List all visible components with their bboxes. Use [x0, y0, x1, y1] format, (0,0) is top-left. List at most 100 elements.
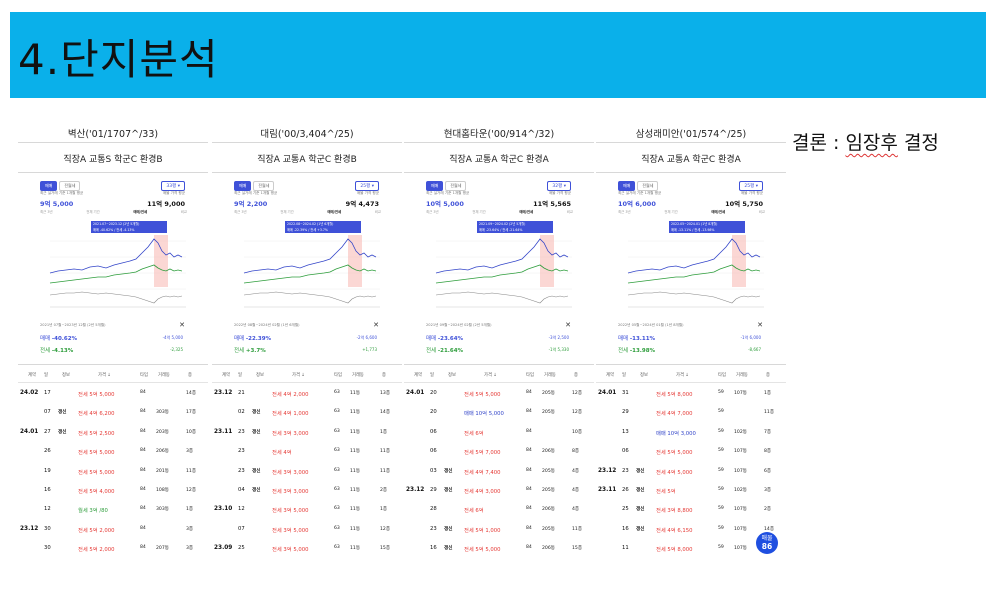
- tab-sale[interactable]: 매매: [426, 181, 444, 191]
- close-icon[interactable]: ✕: [757, 321, 763, 329]
- table-row[interactable]: 23.12 23 갱신 전세 4억 5,000 59 107동 6층: [596, 461, 786, 480]
- table-row[interactable]: 23.09 25 전세 3억 5,000 63 11동 15층: [212, 538, 402, 557]
- column-header[interactable]: 계약: [414, 373, 422, 378]
- table-row[interactable]: 24.02 17 전세 5억 5,000 84 14층: [18, 383, 208, 402]
- mode-tab[interactable]: 매매/전세: [327, 210, 342, 214]
- mode-tab[interactable]: 비교: [566, 210, 573, 214]
- mode-tab[interactable]: 매매/전세: [519, 210, 534, 214]
- table-row[interactable]: 03 갱신 전세 4억 7,400 84 205동 4층: [404, 461, 594, 480]
- column-header[interactable]: 거래동: [158, 373, 170, 378]
- column-header[interactable]: 일: [622, 373, 626, 378]
- column-header[interactable]: 계약: [222, 373, 230, 378]
- table-row[interactable]: 02 갱신 전세 4억 1,000 63 11동 14층: [212, 402, 402, 421]
- column-header[interactable]: 계약: [606, 373, 614, 378]
- column-header[interactable]: 계약: [28, 373, 36, 378]
- table-row[interactable]: 07 전세 3억 5,000 63 11동 12층: [212, 519, 402, 538]
- column-header[interactable]: 거래동: [736, 373, 748, 378]
- table-row[interactable]: 20 매매 10억 5,000 84 205동 12층: [404, 402, 594, 421]
- table-row[interactable]: 23.11 23 갱신 전세 3억 3,000 63 11동 1층: [212, 422, 402, 441]
- column-header[interactable]: 거래동: [352, 373, 364, 378]
- column-header[interactable]: 층: [574, 373, 578, 378]
- table-row[interactable]: 23.10 12 전세 3억 5,000 63 11동 1층: [212, 499, 402, 518]
- column-header[interactable]: 타입: [334, 373, 342, 378]
- table-row[interactable]: 28 전세 6억 84 206동 4층: [404, 499, 594, 518]
- table-row[interactable]: 07 갱신 전세 4억 6,200 84 303동 17층: [18, 402, 208, 421]
- mode-tab[interactable]: 최근 3년: [40, 210, 53, 214]
- mode-tab[interactable]: 매매/전세: [133, 210, 148, 214]
- size-select[interactable]: 25평 ▾: [739, 181, 763, 191]
- column-header[interactable]: 타입: [718, 373, 726, 378]
- table-row[interactable]: 16 갱신 전세 4억 6,150 59 107동 14층: [596, 519, 786, 538]
- size-select[interactable]: 32평 ▾: [547, 181, 571, 191]
- table-row[interactable]: 06 전세 5억 5,000 59 107동 8층: [596, 441, 786, 460]
- complex-title: 삼성래미안('01/574^/25): [635, 129, 747, 140]
- mode-tab[interactable]: 비교: [758, 210, 765, 214]
- table-row[interactable]: 23 갱신 전세 5억 1,000 84 205동 11층: [404, 519, 594, 538]
- table-row[interactable]: 26 전세 5억 5,000 84 206동 3층: [18, 441, 208, 460]
- table-row[interactable]: 04 갱신 전세 3억 3,000 63 11동 2층: [212, 480, 402, 499]
- table-row[interactable]: 23.11 26 갱신 전세 5억 59 102동 3층: [596, 480, 786, 499]
- column-header[interactable]: 가격 ↓: [98, 373, 111, 378]
- tab-rent[interactable]: 전월세: [59, 181, 81, 191]
- column-header[interactable]: 정보: [62, 373, 70, 378]
- close-icon[interactable]: ✕: [565, 321, 571, 329]
- mode-tab[interactable]: 최근 3년: [426, 210, 439, 214]
- column-header[interactable]: 정보: [256, 373, 264, 378]
- table-row[interactable]: 23.12 21 전세 4억 2,000 63 11동 13층: [212, 383, 402, 402]
- table-row[interactable]: 24.01 31 전세 5억 8,000 59 107동 1층: [596, 383, 786, 402]
- mode-tab[interactable]: 최근 3년: [618, 210, 631, 214]
- mode-tab[interactable]: 전체 기간: [472, 210, 486, 214]
- column-header[interactable]: 일: [430, 373, 434, 378]
- mode-tab[interactable]: 전체 기간: [86, 210, 100, 214]
- table-row[interactable]: 23.12 30 전세 5억 2,000 84 3층: [18, 519, 208, 538]
- size-select[interactable]: 33평 ▾: [161, 181, 185, 191]
- table-row[interactable]: 06 전세 5억 7,000 84 206동 8층: [404, 441, 594, 460]
- tab-rent[interactable]: 전월세: [445, 181, 467, 191]
- column-header[interactable]: 가격 ↓: [676, 373, 689, 378]
- column-header[interactable]: 거래동: [544, 373, 556, 378]
- table-row[interactable]: 30 전세 5억 2,000 84 207동 3층: [18, 538, 208, 557]
- column-header[interactable]: 타입: [140, 373, 148, 378]
- tab-sale[interactable]: 매매: [40, 181, 58, 191]
- mode-tab[interactable]: 비교: [374, 210, 381, 214]
- table-row[interactable]: 25 갱신 전세 3억 8,800 59 107동 2층: [596, 499, 786, 518]
- table-row[interactable]: 12 월세 3억 /80 84 303동 1층: [18, 499, 208, 518]
- column-header[interactable]: 정보: [448, 373, 456, 378]
- table-row[interactable]: 16 갱신 전세 5억 5,000 84 206동 15층: [404, 538, 594, 557]
- column-header[interactable]: 정보: [640, 373, 648, 378]
- table-row[interactable]: 24.01 20 전세 5억 5,000 84 205동 12층: [404, 383, 594, 402]
- mode-tab[interactable]: 매매/전세: [711, 210, 726, 214]
- table-row[interactable]: 24.01 27 갱신 전세 5억 2,500 84 203동 10층: [18, 422, 208, 441]
- table-row[interactable]: 11 갱신 전세 5억 2,000 59 107동: [596, 558, 786, 562]
- column-header[interactable]: 일: [238, 373, 242, 378]
- tab-sale[interactable]: 매매: [234, 181, 252, 191]
- column-header[interactable]: 일: [44, 373, 48, 378]
- column-header[interactable]: 타입: [526, 373, 534, 378]
- mode-tab[interactable]: 최근 3년: [234, 210, 247, 214]
- table-row[interactable]: 13 매매 10억 3,000 59 102동 7층: [596, 422, 786, 441]
- table-row[interactable]: 19 전세 5억 5,000 84 201동 11층: [18, 461, 208, 480]
- column-header[interactable]: 층: [188, 373, 192, 378]
- listing-count-badge[interactable]: 매물 86: [756, 532, 778, 554]
- size-select[interactable]: 25평 ▾: [355, 181, 379, 191]
- tab-sale[interactable]: 매매: [618, 181, 636, 191]
- mode-tab[interactable]: 전체 기간: [280, 210, 294, 214]
- table-row[interactable]: 29 전세 4억 7,000 59 11층: [596, 402, 786, 421]
- column-header[interactable]: 층: [766, 373, 770, 378]
- table-row[interactable]: 12 전세 5억 5,000 84 205동 18층: [404, 558, 594, 562]
- table-row[interactable]: 16 전세 5억 4,000 84 108동 12층: [18, 480, 208, 499]
- close-icon[interactable]: ✕: [179, 321, 185, 329]
- mode-tab[interactable]: 비교: [180, 210, 187, 214]
- table-row[interactable]: 23 갱신 전세 3억 3,000 63 11동 11층: [212, 461, 402, 480]
- column-header[interactable]: 가격 ↓: [484, 373, 497, 378]
- tab-rent[interactable]: 전월세: [253, 181, 275, 191]
- table-row[interactable]: 06 전세 6억 84 10층: [404, 422, 594, 441]
- table-row[interactable]: 27 갱신 월세 3억 /20 84 206동 15층: [18, 558, 208, 562]
- mode-tab[interactable]: 전체 기간: [664, 210, 678, 214]
- close-icon[interactable]: ✕: [373, 321, 379, 329]
- tab-rent[interactable]: 전월세: [637, 181, 659, 191]
- column-header[interactable]: 층: [382, 373, 386, 378]
- table-row[interactable]: 23 전세 4억 63 11동 11층: [212, 441, 402, 460]
- column-header[interactable]: 가격 ↓: [292, 373, 305, 378]
- table-row[interactable]: 23.12 29 갱신 전세 4억 3,000 84 205동 4층: [404, 480, 594, 499]
